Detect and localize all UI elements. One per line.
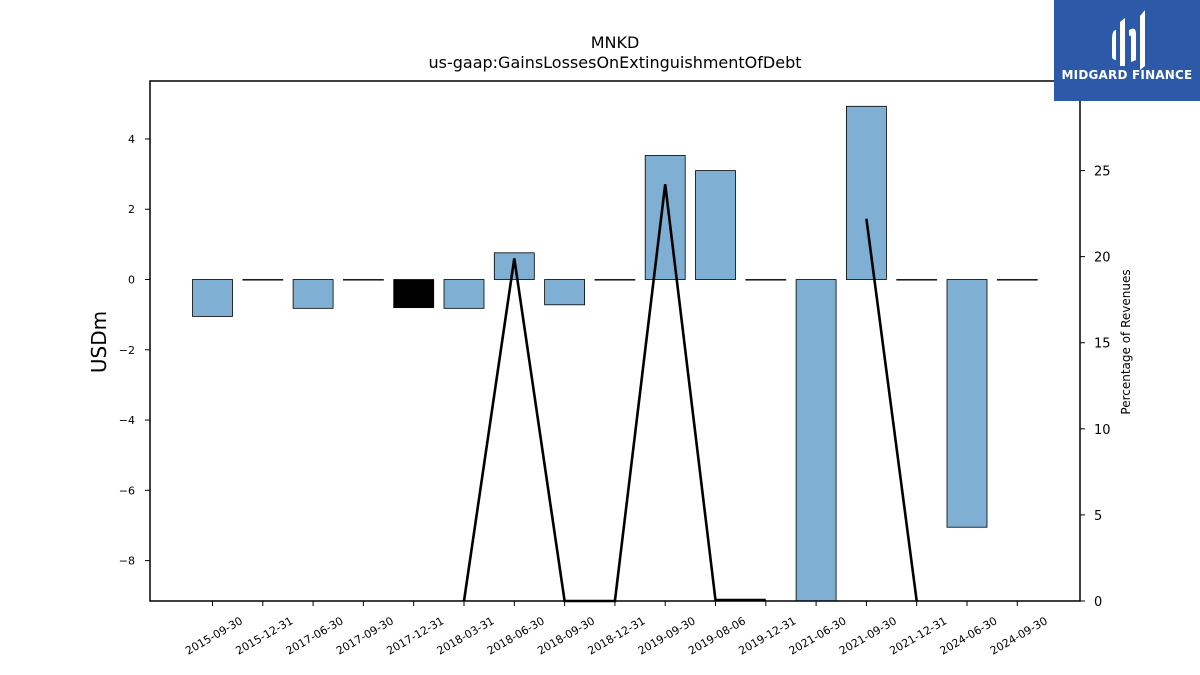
bar: [896, 279, 938, 281]
bar-series: [192, 105, 1038, 602]
bar: [242, 279, 284, 281]
chart-title: MNKD: [591, 33, 640, 52]
x-tick-label: 2024-09-30: [988, 614, 1050, 657]
y2-tick-label: 0: [1094, 595, 1102, 610]
bar: [192, 279, 233, 317]
bar: [795, 279, 837, 602]
y-tick-label: 0: [128, 274, 135, 287]
y2-tick-label: 25: [1094, 165, 1111, 180]
bar: [342, 279, 384, 281]
bar: [594, 279, 636, 281]
y-tick-label: −8: [119, 555, 135, 568]
y-tick-label: −2: [119, 344, 135, 357]
brand-logo: MIDGARD FINANCE: [1054, 0, 1200, 101]
bar: [544, 279, 585, 306]
bar: [292, 279, 334, 309]
logo-mark-icon: [1112, 10, 1145, 70]
y2-axis-label: Percentage of Revenues: [1119, 269, 1133, 414]
y2-tick-label: 10: [1094, 423, 1111, 438]
bar: [644, 155, 686, 280]
y-tick-label: −6: [119, 484, 135, 497]
bar: [393, 279, 435, 309]
y2-tick-label: 5: [1094, 509, 1102, 524]
bar: [846, 105, 887, 280]
plot-frame: [149, 80, 1081, 602]
logo-text: MIDGARD FINANCE: [1061, 68, 1193, 82]
bar: [443, 279, 485, 309]
bar: [996, 279, 1038, 281]
y-axis-label: USDm: [87, 311, 111, 373]
bar: [946, 279, 988, 528]
bar: [745, 279, 787, 281]
y-tick-label: −4: [119, 414, 135, 427]
y2-tick-label: 15: [1094, 337, 1111, 352]
bar: [695, 170, 736, 280]
line-segment: [865, 218, 918, 602]
y-tick-label: 2: [128, 203, 135, 216]
chart-subtitle: us-gaap:GainsLossesOnExtinguishmentOfDeb…: [428, 53, 801, 72]
y-tick-label: 4: [128, 133, 135, 146]
y2-tick-label: 20: [1094, 251, 1111, 266]
